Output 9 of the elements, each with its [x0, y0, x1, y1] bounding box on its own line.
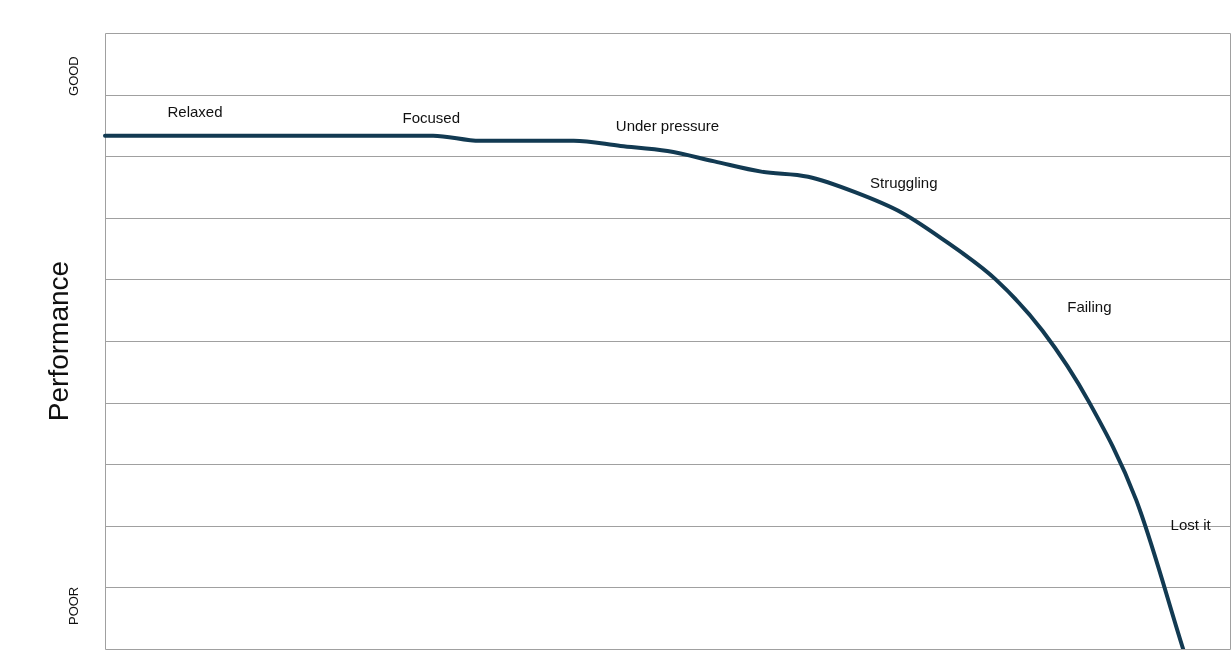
text: GOOD — [66, 56, 82, 96]
annotation: Struggling — [869, 174, 938, 192]
text: POOR — [66, 586, 82, 626]
text: Focused — [402, 109, 461, 127]
y-axis-title: Performance — [42, 260, 74, 422]
annotation: Failing — [1067, 298, 1112, 316]
text: Under pressure — [615, 117, 720, 135]
text: Relaxed — [167, 103, 223, 121]
annotation: Lost it — [1170, 515, 1212, 533]
